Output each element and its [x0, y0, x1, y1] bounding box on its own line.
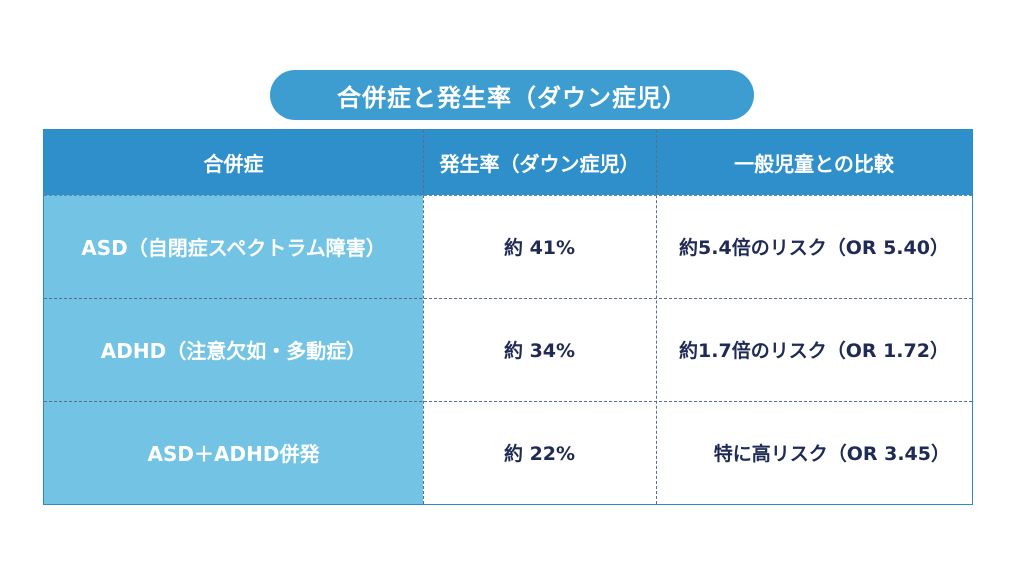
- row-divider: [44, 195, 972, 196]
- row-both-incidence: 約 22%: [503, 443, 576, 465]
- column-divider: [656, 130, 657, 504]
- page-title: 合併症と発生率（ダウン症児）: [270, 70, 754, 120]
- row-adhd-comparison: 約1.7倍のリスク（OR 1.72）: [679, 340, 949, 362]
- row-both-complication: ASD＋ADHD併発: [147, 442, 320, 466]
- header-comparison: 一般児童との比較: [734, 152, 894, 176]
- table-header: [44, 130, 972, 195]
- header-incidence: 発生率（ダウン症児）: [439, 152, 640, 176]
- column-divider: [423, 130, 424, 504]
- row-adhd-incidence: 約 34%: [503, 340, 576, 362]
- row-asd-comparison: 約5.4倍のリスク（OR 5.40）: [679, 237, 949, 259]
- complication-table: 合併症 発生率（ダウン症児） 一般児童との比較 ASD（自閉症スペクトラム障害）…: [43, 129, 973, 505]
- row-asd-complication: ASD（自閉症スペクトラム障害）: [81, 236, 386, 260]
- complication-column-bg: [44, 195, 423, 504]
- row-both-comparison: 特に高リスク（OR 3.45）: [713, 443, 950, 465]
- row-adhd-complication: ADHD（注意欠如・多動症）: [100, 339, 367, 363]
- row-divider: [44, 401, 972, 402]
- row-divider: [44, 298, 972, 299]
- row-asd-incidence: 約 41%: [503, 237, 576, 259]
- header-complication: 合併症: [203, 152, 264, 176]
